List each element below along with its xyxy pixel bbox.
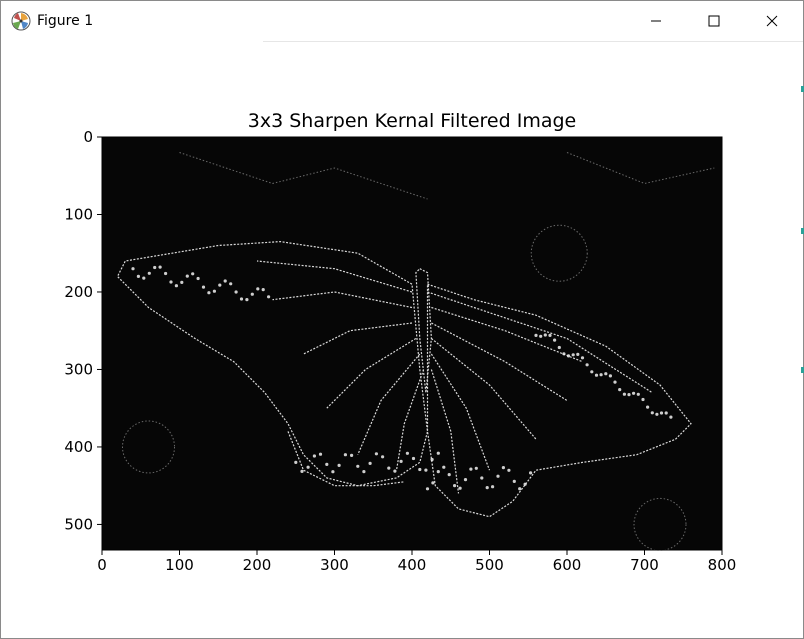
y-tick-label: 0	[83, 128, 93, 146]
figure-canvas[interactable]: 3x3 Sharpen Kernal Filtered Image 0 100 20…	[1, 42, 803, 638]
y-tick-label: 300	[64, 360, 93, 378]
plot-svg: 3x3 Sharpen Kernal Filtered Image 0 100 20…	[64, 110, 736, 574]
matplotlib-figure-icon	[11, 11, 31, 31]
y-tick-label: 100	[64, 205, 93, 223]
axes: 0 100 200 300 400 500 600 700 800 0 100 200 300 400 50…	[64, 128, 736, 574]
chart-title: 3x3 Sharpen Kernal Filtered Image	[248, 110, 576, 132]
x-tick-label: 700	[630, 556, 659, 574]
wing-spots	[131, 265, 673, 491]
x-tick-label: 800	[708, 556, 737, 574]
background-window-edge	[801, 86, 804, 92]
y-tick-label: 500	[64, 515, 93, 533]
x-tick-label: 400	[398, 556, 427, 574]
filtered-image	[102, 137, 722, 551]
x-tick-label: 0	[97, 556, 107, 574]
y-tick-label: 400	[64, 438, 93, 456]
x-tick-label: 600	[553, 556, 582, 574]
butterfly-edges	[116, 240, 692, 518]
minimize-button[interactable]	[627, 1, 685, 41]
title-bar[interactable]: Figure 1	[1, 1, 803, 41]
x-tick-label: 500	[475, 556, 504, 574]
background-window-edge	[801, 228, 804, 234]
background-foliage	[122, 152, 715, 551]
image-background	[102, 137, 722, 550]
close-button[interactable]	[743, 1, 801, 41]
y-tick-label: 200	[64, 283, 93, 301]
x-tick-label: 300	[320, 556, 349, 574]
maximize-button[interactable]	[685, 1, 743, 41]
background-window-edge	[801, 367, 804, 373]
x-tick-label: 200	[243, 556, 272, 574]
window-title: Figure 1	[37, 13, 94, 29]
minimize-icon	[650, 12, 662, 31]
x-tick-label: 100	[165, 556, 194, 574]
maximize-icon	[708, 12, 720, 31]
close-icon	[766, 12, 778, 31]
toolbar-separator	[263, 41, 803, 42]
